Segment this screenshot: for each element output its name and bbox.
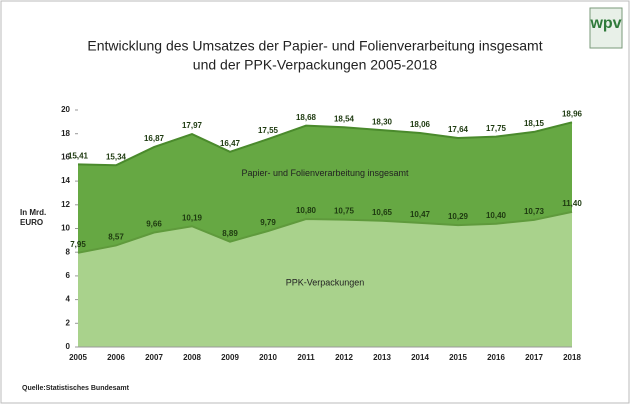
value-label: 8,57 — [108, 233, 124, 242]
value-label: 10,29 — [448, 212, 469, 221]
x-tick-label: 2007 — [145, 353, 163, 362]
x-tick-label: 2017 — [525, 353, 543, 362]
value-label: 10,19 — [182, 213, 203, 222]
value-label: 15,34 — [106, 152, 127, 161]
value-label: 18,30 — [372, 117, 393, 126]
chart-title: und der PPK-Verpackungen 2005-2018 — [193, 57, 438, 73]
logo: wpv — [589, 15, 621, 32]
value-label: 10,75 — [334, 207, 355, 216]
y-tick-label: 6 — [66, 271, 71, 280]
x-tick-label: 2016 — [487, 353, 505, 362]
area — [78, 211, 572, 347]
y-tick-label: 14 — [61, 176, 70, 185]
value-label: 16,47 — [220, 139, 241, 148]
value-label: 9,79 — [260, 218, 276, 227]
series-label: PPK-Verpackungen — [286, 278, 365, 288]
x-tick-label: 2010 — [259, 353, 277, 362]
value-label: 10,40 — [486, 211, 507, 220]
x-tick-label: 2013 — [373, 353, 391, 362]
y-axis-label: In Mrd. — [20, 208, 46, 217]
value-label: 10,47 — [410, 210, 431, 219]
x-tick-label: 2006 — [107, 353, 125, 362]
y-tick-label: 4 — [66, 295, 71, 304]
x-tick-label: 2014 — [411, 353, 429, 362]
value-label: 10,65 — [372, 208, 393, 217]
series-label: Papier- und Folienverarbeitung insgesamt — [241, 168, 409, 178]
value-label: 8,89 — [222, 229, 238, 238]
value-label: 7,95 — [70, 240, 86, 249]
line — [77, 121, 573, 167]
value-label: 15,41 — [68, 152, 89, 161]
value-label: 10,73 — [524, 207, 545, 216]
value-label: 17,75 — [486, 124, 507, 133]
value-label: 18,68 — [296, 113, 317, 122]
value-label: 18,06 — [410, 120, 431, 129]
value-label: 18,15 — [524, 119, 545, 128]
x-tick-label: 2009 — [221, 353, 239, 362]
value-label: 9,66 — [146, 220, 162, 229]
x-tick-label: 2005 — [69, 353, 87, 362]
value-label: 17,64 — [448, 125, 469, 134]
value-label: 17,97 — [182, 121, 203, 130]
logo-box — [589, 7, 623, 49]
x-tick-label: 2018 — [563, 353, 581, 362]
chart-title: Entwicklung des Umsatzes der Papier- und… — [87, 38, 542, 54]
x-tick-label: 2008 — [183, 353, 201, 362]
x-tick-label: 2012 — [335, 353, 353, 362]
value-label: 17,55 — [258, 126, 279, 135]
value-label: 10,80 — [296, 206, 317, 215]
y-tick-label: 8 — [66, 247, 71, 256]
value-label: 16,87 — [144, 134, 165, 143]
line — [77, 210, 573, 254]
y-axis-label: EURO — [20, 218, 43, 227]
y-tick-label: 10 — [61, 224, 70, 233]
value-label: 18,54 — [334, 114, 355, 123]
x-tick-label: 2011 — [297, 353, 315, 362]
value-label: 11,40 — [562, 199, 582, 208]
y-tick-label: 12 — [61, 200, 70, 209]
y-tick-label: 18 — [61, 129, 70, 138]
value-label: 18,96 — [562, 109, 583, 118]
y-tick-label: 0 — [66, 342, 71, 351]
y-tick-label: 2 — [66, 318, 71, 327]
x-tick-label: 2015 — [449, 353, 467, 362]
y-tick-label: 16 — [61, 153, 70, 162]
y-tick-label: 20 — [61, 105, 70, 114]
source: Quelle:Statistisches Bundesamt — [22, 385, 130, 392]
